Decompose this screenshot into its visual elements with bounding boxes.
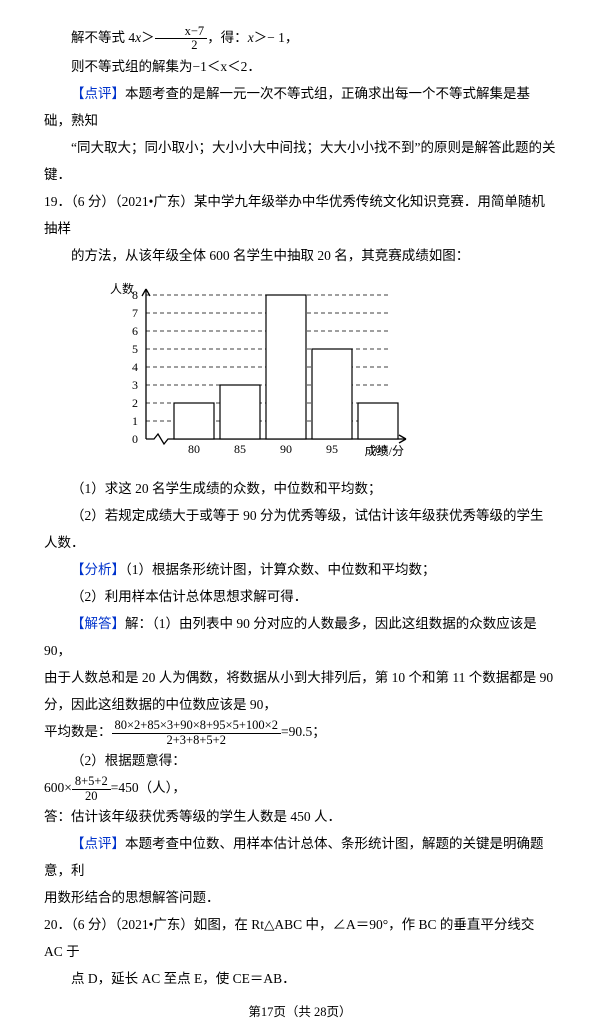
comment-line2: “同大取大；同小取小；大小小大中间找；大大小小找不到”的原则是解答此题的关键． — [44, 134, 556, 188]
q19-stem-line1: 19．（6 分）（2021•广东）某中学九年级举办中华优秀传统文化知识竞赛．用简… — [44, 188, 556, 242]
svg-text:95: 95 — [326, 442, 338, 456]
svg-text:0: 0 — [132, 432, 138, 446]
frac-den: 2 — [155, 39, 208, 53]
analysis-label: 【分析】 — [71, 562, 125, 577]
text: ，得： — [207, 30, 248, 45]
analysis-line2: （2）利用样本估计总体思想求解可得． — [44, 583, 556, 610]
text: =90.5； — [281, 724, 326, 739]
review-line2: 用数形结合的思想解答问题． — [44, 884, 556, 911]
fraction: x−72 — [155, 25, 208, 54]
svg-text:85: 85 — [234, 442, 246, 456]
frac-num: x−7 — [155, 25, 208, 40]
svg-text:1: 1 — [132, 414, 138, 428]
review-label: 【点评】 — [71, 836, 125, 851]
q20-stem-line1: 20．（6 分）（2021•广东）如图，在 Rt△ABC 中，∠A＝90°，作 … — [44, 911, 556, 965]
solve-line2: 由于人数总和是 20 人为偶数，将数据从小到大排列后，第 10 个和第 11 个… — [44, 664, 556, 691]
part2-line1: （2）根据题意得： — [44, 747, 556, 774]
solve-label: 【解答】 — [71, 616, 125, 631]
text: 解不等式 4 — [71, 30, 135, 45]
bar-chart: 012345678人数成绩/分80859095100 — [104, 277, 556, 467]
page-footer: 第17页（共 28页） — [44, 998, 556, 1025]
svg-text:100: 100 — [369, 442, 387, 456]
text: =450（人）， — [111, 780, 186, 795]
answer-line: 答：估计该年级获优秀等级的学生人数是 450 人． — [44, 803, 556, 830]
q19-sub2: （2）若规定成绩大于或等于 90 分为优秀等级，试估计该年级获优秀等级的学生人数… — [44, 502, 556, 556]
analysis-line1: 【分析】（1）根据条形统计图，计算众数、中位数和平均数； — [44, 556, 556, 583]
part2-calc: 600×8+5+220=450（人）， — [44, 774, 556, 803]
bar-chart-svg: 012345678人数成绩/分80859095100 — [104, 277, 424, 467]
q20-stem-line2: 点 D，延长 AC 至点 E，使 CE＝AB． — [44, 965, 556, 992]
text: 600× — [44, 780, 72, 795]
text: 平均数是： — [44, 724, 112, 739]
mean-line: 平均数是：80×2+85×3+90×8+95×5+100×22+3+8+5+2=… — [44, 718, 556, 747]
svg-text:3: 3 — [132, 378, 138, 392]
ineq-solve-line2: 则不等式组的解集为−1＜x＜2． — [44, 53, 556, 80]
frac-den: 2+3+8+5+2 — [112, 734, 281, 748]
review-line1: 【点评】本题考查中位数、用样本估计总体、条形统计图，解题的关键是明确题意，利 — [44, 830, 556, 884]
fraction: 8+5+220 — [72, 775, 111, 804]
text: ＞− 1， — [254, 30, 299, 45]
comment-line1: 【点评】本题考查的是解一元一次不等式组，正确求出每一个不等式解集是基础，熟知 — [44, 80, 556, 134]
q19-stem-line2: 的方法，从该年级全体 600 名学生中抽取 20 名，其竞赛成绩如图： — [44, 242, 556, 269]
ineq-solve-line1: 解不等式 4x＞x−72，得：x＞− 1， — [44, 24, 556, 53]
svg-text:4: 4 — [132, 360, 138, 374]
solve-line3: 分，因此这组数据的中位数应该是 90， — [44, 691, 556, 718]
frac-num: 80×2+85×3+90×8+95×5+100×2 — [112, 719, 281, 734]
q19-sub1: （1）求这 20 名学生成绩的众数，中位数和平均数； — [44, 475, 556, 502]
frac-den: 20 — [72, 790, 111, 804]
frac-num: 8+5+2 — [72, 775, 111, 790]
fraction: 80×2+85×3+90×8+95×5+100×22+3+8+5+2 — [112, 719, 281, 748]
svg-text:2: 2 — [132, 396, 138, 410]
comment-label: 【点评】 — [71, 86, 125, 101]
svg-text:7: 7 — [132, 306, 138, 320]
svg-text:人数: 人数 — [110, 281, 134, 296]
svg-text:90: 90 — [280, 442, 292, 456]
svg-text:6: 6 — [132, 324, 138, 338]
svg-text:5: 5 — [132, 342, 138, 356]
solve-line1: 【解答】解：（1）由列表中 90 分对应的人数最多，因此这组数据的众数应该是 9… — [44, 610, 556, 664]
svg-text:80: 80 — [188, 442, 200, 456]
text: ＞ — [141, 30, 155, 45]
text: （1）根据条形统计图，计算众数、中位数和平均数； — [125, 562, 436, 577]
